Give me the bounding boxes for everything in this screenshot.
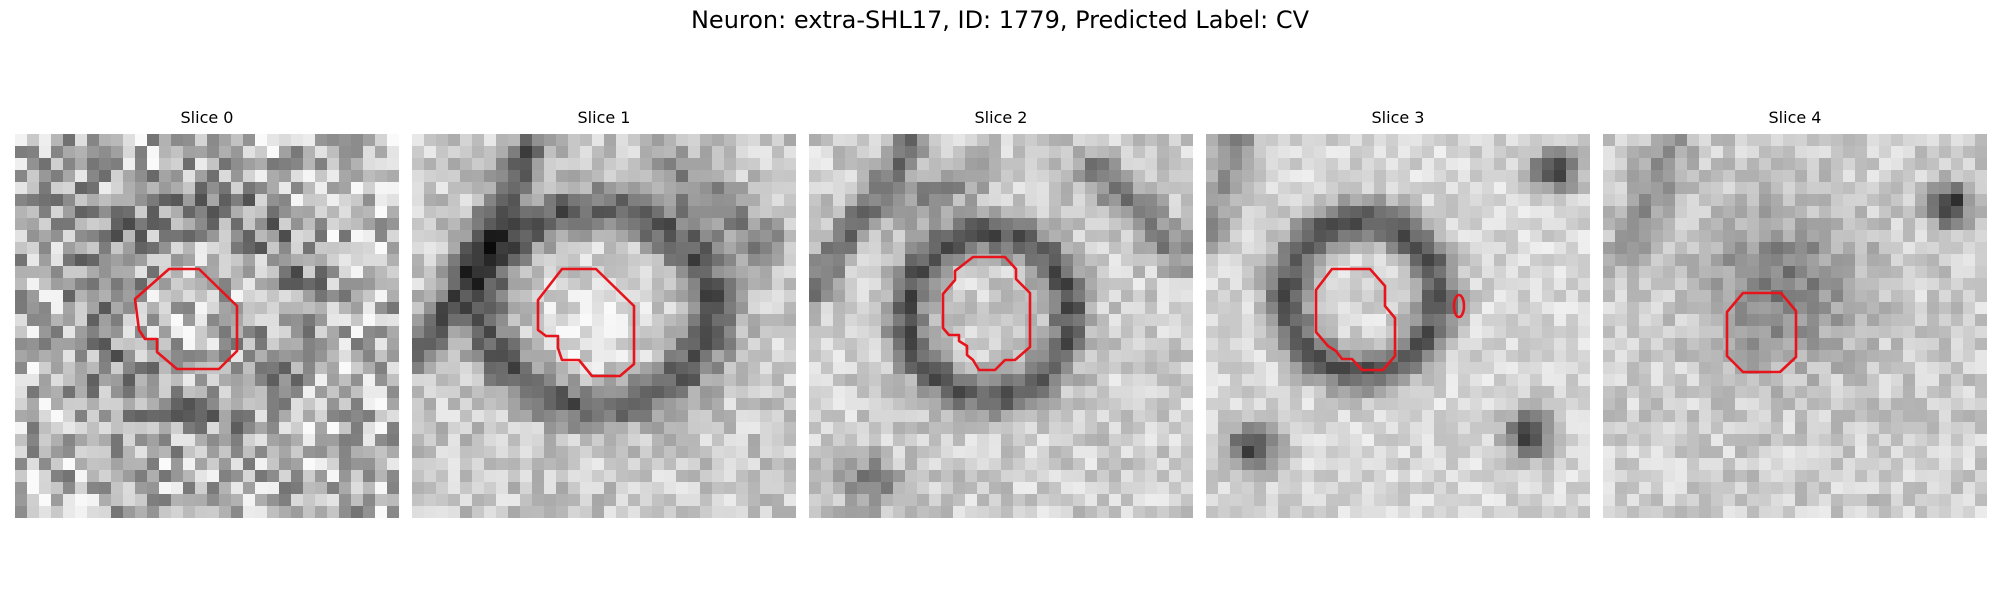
neuron-contour: [133, 267, 239, 371]
slice-image-0: [15, 134, 399, 518]
slice-image-3: [1206, 134, 1590, 518]
neuron-contour: [1314, 267, 1397, 372]
slice-image-1: [412, 134, 796, 518]
neuron-contour: [536, 267, 636, 378]
figure-title: Neuron: extra-SHL17, ID: 1779, Predicted…: [690, 6, 1310, 34]
slice-pixels: [809, 134, 1193, 518]
slice-title-1: Slice 1: [577, 108, 631, 127]
neuron-contour: [1725, 291, 1798, 374]
slice-pixels: [412, 134, 796, 518]
slice-pixels: [1603, 134, 1987, 518]
neuron-contour: [941, 255, 1032, 372]
small-contour: [1452, 293, 1466, 319]
slice-pixels: [15, 134, 399, 518]
slice-title-2: Slice 2: [974, 108, 1028, 127]
slice-image-2: [809, 134, 1193, 518]
slice-pixels: [1206, 134, 1590, 518]
slice-image-4: [1603, 134, 1987, 518]
slice-title-4: Slice 4: [1768, 108, 1822, 127]
slice-title-3: Slice 3: [1371, 108, 1425, 127]
slice-title-0: Slice 0: [180, 108, 234, 127]
